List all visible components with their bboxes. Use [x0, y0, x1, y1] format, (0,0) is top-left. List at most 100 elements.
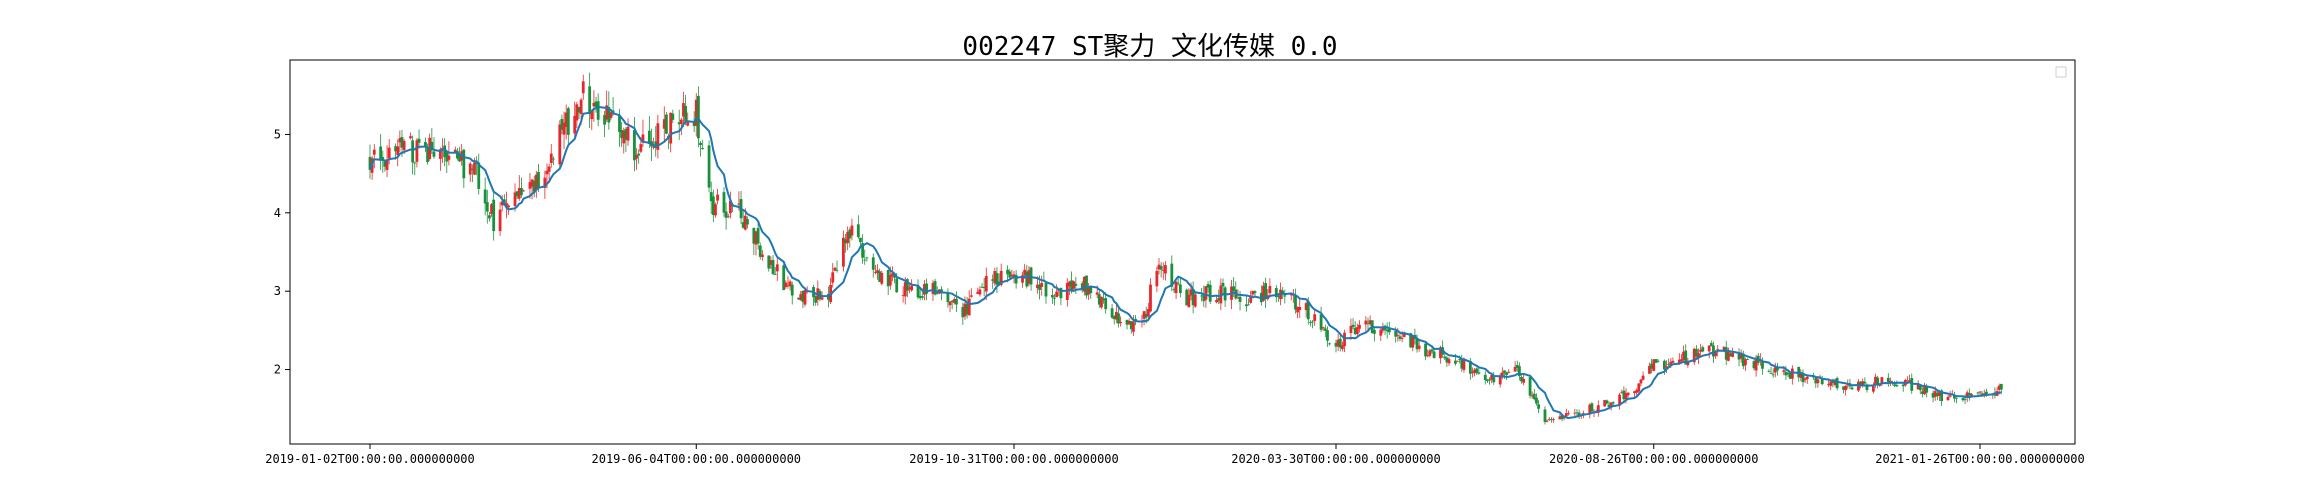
candle-body: [1871, 386, 1875, 392]
candle-body: [1044, 283, 1048, 297]
candle-body: [980, 286, 984, 288]
candle-body: [775, 264, 779, 272]
candle-body: [1694, 348, 1698, 357]
candle-body: [952, 299, 956, 303]
candle-body: [1769, 373, 1773, 374]
candle-body: [692, 121, 696, 127]
candle-body: [368, 157, 372, 170]
candle-body: [1639, 379, 1643, 384]
candle-body: [490, 204, 493, 214]
candle-body: [940, 289, 943, 293]
candle-body: [1249, 295, 1253, 303]
candle-body: [424, 142, 427, 148]
candle-body: [637, 153, 641, 156]
candle-body: [522, 190, 525, 192]
candle-body: [1100, 296, 1103, 308]
candle-body: [1767, 371, 1771, 372]
candle-body: [1633, 391, 1636, 394]
candle-body: [1805, 376, 1809, 380]
candle-body: [982, 286, 986, 288]
candle-body: [1500, 372, 1504, 378]
candle-body: [1984, 391, 1988, 396]
candle-body: [1680, 359, 1683, 362]
candle-body: [1545, 420, 1549, 422]
candle-body: [607, 107, 611, 123]
candle-body: [1025, 271, 1029, 287]
candle-body: [976, 291, 980, 294]
candle-body: [402, 140, 406, 151]
candle-body: [566, 108, 570, 135]
candle-body: [1202, 293, 1206, 302]
candle-body: [396, 146, 400, 156]
candle-body: [1699, 349, 1703, 352]
candle-body: [1394, 330, 1398, 337]
candle-body: [984, 276, 988, 292]
candle-body: [656, 123, 660, 150]
candle-body: [1206, 284, 1210, 288]
y-axis: 2 3 4 5: [274, 127, 290, 377]
candle-body: [1801, 374, 1805, 383]
candle-body: [1814, 378, 1818, 384]
candle-body: [1415, 338, 1419, 350]
candle-body: [1486, 379, 1489, 382]
candle-body: [1006, 269, 1010, 275]
candle-body: [1473, 369, 1477, 374]
candle-body: [1940, 390, 1944, 402]
x-axis: 2019-01-02T00:00:00.000000000 2019-06-04T…: [265, 444, 2085, 466]
candle-body: [1596, 405, 1600, 413]
candle-body: [1835, 378, 1839, 389]
candle-body: [447, 155, 451, 160]
candle-body: [1935, 393, 1939, 397]
candle-body: [1445, 357, 1449, 363]
candle-body: [1844, 385, 1848, 391]
candle-body: [483, 189, 487, 204]
candle-body: [1411, 336, 1415, 348]
candle-body: [1174, 281, 1178, 294]
candle-body: [1609, 402, 1613, 407]
candle-body: [1187, 294, 1191, 308]
candle-body: [859, 237, 862, 243]
candle-body: [1289, 294, 1293, 296]
candle-body: [1178, 284, 1182, 294]
x-tick-label: 2021-01-26T00:00:00.000000000: [1875, 452, 2085, 466]
candle-body: [878, 271, 882, 282]
candle-body: [398, 138, 402, 143]
candle-body: [1716, 349, 1720, 350]
candle-body: [1204, 286, 1208, 300]
candle-body: [1326, 330, 1329, 341]
candle-body: [1650, 363, 1654, 369]
candle-body: [415, 140, 419, 162]
candle-body: [1221, 282, 1225, 287]
candle-body: [1462, 358, 1466, 370]
candle-body: [1381, 326, 1385, 331]
candle-body: [633, 130, 636, 161]
candle-body: [520, 187, 523, 196]
candle-body: [918, 296, 922, 299]
candle-body: [372, 149, 376, 155]
candle-body: [635, 155, 638, 159]
candle-body: [413, 162, 417, 164]
candle-body: [1731, 352, 1735, 357]
candle-body: [1112, 316, 1116, 320]
candle-body: [1119, 322, 1123, 324]
candle-body: [1724, 347, 1728, 360]
candle-body: [1456, 360, 1459, 362]
candle-body: [1164, 265, 1167, 274]
candle-body: [679, 119, 683, 124]
candle-body: [1532, 393, 1536, 400]
candle-body: [1172, 289, 1176, 290]
candle-body: [515, 191, 519, 197]
candle-body: [1053, 297, 1056, 299]
candle-body: [1567, 413, 1570, 415]
candle-body: [1562, 417, 1566, 419]
candle-body: [1671, 360, 1675, 363]
candle-body: [458, 154, 461, 162]
candle-body: [1430, 349, 1434, 352]
candle-body: [1537, 404, 1540, 409]
candle-body: [1355, 327, 1359, 334]
candle-body: [1217, 298, 1221, 301]
candle-body: [1059, 287, 1063, 299]
candle-body: [1965, 392, 1969, 398]
candle-body: [1846, 384, 1850, 386]
